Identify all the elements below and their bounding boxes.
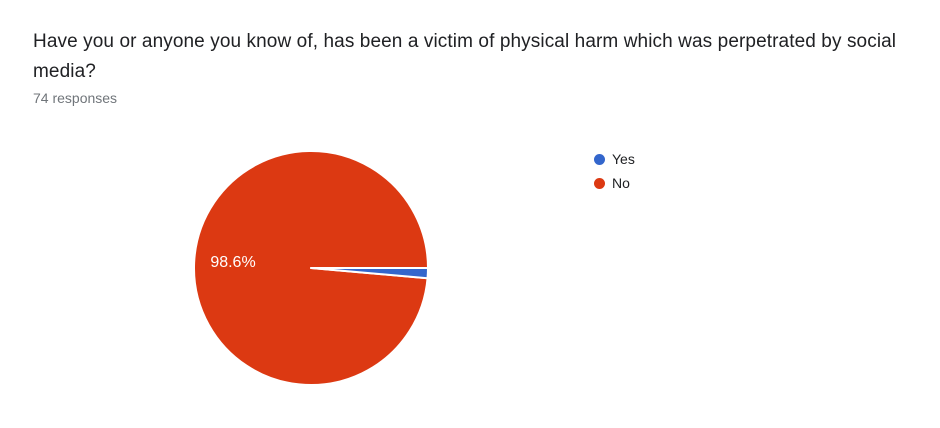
- responses-count: 74 responses: [33, 90, 118, 106]
- legend-item-yes: Yes: [594, 149, 635, 169]
- legend-label-no: No: [612, 175, 630, 191]
- pie-slice-yes[interactable]: [310, 267, 430, 280]
- legend-dot-no-icon: [594, 177, 605, 189]
- pie-percent-label: 98.6%: [210, 254, 256, 271]
- legend: Yes No: [594, 149, 635, 197]
- pie-chart-svg[interactable]: [190, 147, 432, 389]
- legend-item-no: No: [594, 173, 635, 193]
- legend-dot-yes-icon: [594, 153, 605, 165]
- pie-chart[interactable]: [190, 147, 432, 389]
- question-title: Have you or anyone you know of, has been…: [33, 31, 897, 82]
- legend-label-yes: Yes: [612, 151, 635, 167]
